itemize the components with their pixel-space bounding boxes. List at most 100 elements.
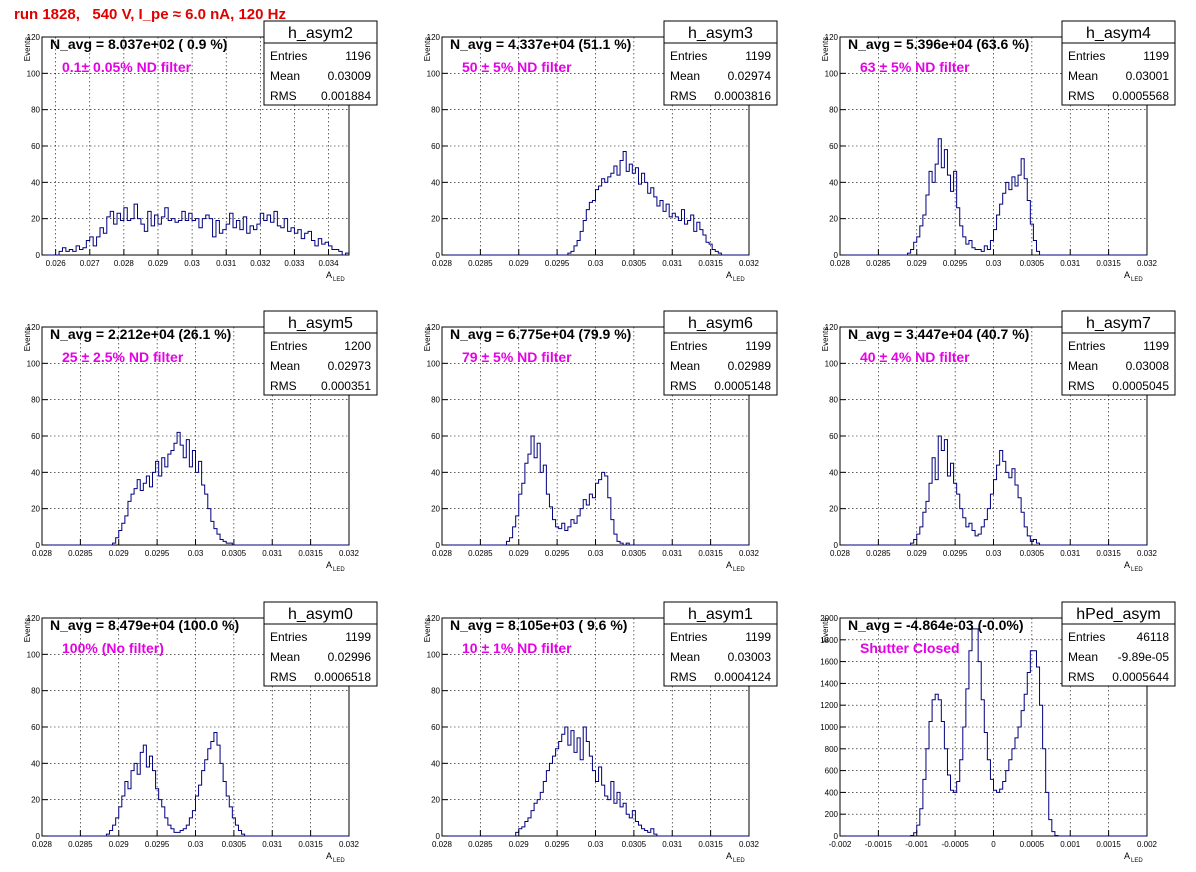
x-tick-label: -0.0005: [942, 840, 970, 849]
stats-row-value: 0.0004124: [714, 670, 771, 684]
y-tick-label: 100: [825, 359, 839, 368]
y-tick-label: 120: [427, 323, 441, 332]
x-tick-label: 0.029: [509, 840, 530, 849]
stats-row-value: -9.89e-05: [1118, 650, 1170, 664]
x-tick-label: 0.0295: [943, 549, 968, 558]
stats-title: h_asym0: [288, 606, 353, 623]
y-tick-label: 100: [427, 69, 441, 78]
y-axis-label: Events: [23, 37, 32, 61]
stats-row-value: 0.03003: [728, 650, 772, 664]
x-tick-label: 0.0315: [698, 549, 723, 558]
y-tick-label: 0: [36, 251, 41, 260]
stats-box: [263, 20, 378, 106]
y-tick-label: 20: [431, 505, 440, 514]
y-tick-label: 40: [31, 759, 40, 768]
y-tick-label: 20: [31, 215, 40, 224]
x-tick-label: 0.029: [509, 549, 530, 558]
histogram-series: [42, 731, 349, 837]
stats-row-label: Entries: [1068, 49, 1105, 63]
stats-row-value: 0.03009: [328, 69, 372, 83]
x-axis-label: A: [1124, 851, 1130, 861]
x-tick-label: 0.0285: [468, 259, 493, 268]
y-tick-label: 120: [27, 33, 41, 42]
stats-row-value: 0.0005568: [1112, 89, 1169, 103]
x-tick-label: 0.032: [339, 840, 360, 849]
y-tick-label: 0: [436, 832, 441, 841]
page-title: run 1828, 540 V, I_pe ≈ 6.0 nA, 120 Hz: [14, 6, 286, 23]
y-tick-label: 800: [825, 745, 839, 754]
y-axis-label: Events: [23, 618, 32, 642]
stats-row-label: Entries: [670, 630, 707, 644]
x-tick-label: 0.0315: [698, 840, 723, 849]
x-tick-label: 0.031: [662, 259, 683, 268]
y-tick-label: 1000: [820, 723, 838, 732]
x-axis-label: A: [326, 270, 332, 280]
stats-row-label: RMS: [270, 670, 297, 684]
y-tick-label: 40: [829, 178, 838, 187]
chart-h_asym2: 0.026 0.027 0.028 0.029 0.03 0.031 0.032 0.033 0…: [23, 20, 378, 283]
chart-h_asym5: 0.028 0.0285 0.029 0.0295 0.03 0.0305 0.031 0.0…: [23, 310, 378, 573]
stats-box: [263, 601, 378, 687]
stats-row-label: Entries: [1068, 630, 1105, 644]
stats-box: [263, 310, 378, 396]
x-tick-label: 0.032: [1137, 549, 1158, 558]
y-tick-label: 120: [427, 33, 441, 42]
histogram-series: [840, 138, 1147, 256]
x-axis-label: A: [726, 560, 732, 570]
stats-row-label: Mean: [270, 359, 300, 373]
y-tick-label: 20: [31, 505, 40, 514]
y-tick-label: 120: [427, 614, 441, 623]
x-tick-label: 0.032: [1137, 259, 1158, 268]
x-tick-label: 0.0305: [622, 549, 647, 558]
x-tick-label: 0.027: [80, 259, 101, 268]
x-tick-label: 0.028: [830, 259, 851, 268]
x-tick-label: 0.0015: [1096, 840, 1121, 849]
x-axis-label-subscript: LED: [733, 858, 745, 864]
stats-row-value: 0.03008: [1126, 359, 1170, 373]
y-tick-label: 400: [825, 788, 839, 797]
stats-row-label: RMS: [670, 670, 697, 684]
y-tick-label: 20: [829, 505, 838, 514]
y-tick-label: 60: [31, 142, 40, 151]
x-tick-label: -0.001: [905, 840, 928, 849]
x-tick-label: 0.0295: [545, 549, 570, 558]
x-tick-label: 0.032: [739, 259, 760, 268]
stats-row-label: RMS: [1068, 89, 1095, 103]
y-tick-label: 60: [829, 432, 838, 441]
stats-row-label: Mean: [1068, 650, 1098, 664]
y-tick-label: 0: [436, 541, 441, 550]
x-tick-label: 0.0295: [545, 840, 570, 849]
stats-row-value: 0.02989: [728, 359, 772, 373]
chart-h_asym6: 0.028 0.0285 0.029 0.0295 0.03 0.0305 0.031 0.0…: [423, 310, 778, 573]
chart-h_asym0: 0.028 0.0285 0.029 0.0295 0.03 0.0305 0.031 0.0…: [23, 601, 378, 864]
stats-title: h_asym6: [688, 315, 753, 332]
stats-row-value: 0.03001: [1126, 69, 1170, 83]
x-tick-label: 0.03: [188, 840, 204, 849]
stats-title: h_asym2: [288, 25, 353, 42]
stats-row-label: Mean: [1068, 359, 1098, 373]
stats-row-label: Mean: [1068, 69, 1098, 83]
filter-label: 63 ± 5% ND filter: [860, 59, 970, 75]
navg-label: N_avg = 5.396e+04 (63.6 %): [848, 36, 1029, 52]
filter-label: 10 ± 1% ND filter: [462, 640, 572, 656]
filter-label: 100% (No filter): [62, 640, 164, 656]
stats-row-label: Mean: [670, 69, 700, 83]
x-tick-label: 0.033: [284, 259, 305, 268]
stats-row-value: 0.000351: [321, 379, 371, 393]
x-tick-label: -0.0015: [865, 840, 893, 849]
stats-row-label: RMS: [1068, 670, 1095, 684]
stats-row-label: Entries: [1068, 339, 1105, 353]
stats-row-value: 0.0005045: [1112, 379, 1169, 393]
x-tick-label: 0: [991, 840, 996, 849]
x-tick-label: 0.028: [32, 840, 53, 849]
x-tick-label: 0.031: [262, 549, 283, 558]
filter-label: 40 ± 4% ND filter: [860, 349, 970, 365]
x-tick-label: 0.0295: [943, 259, 968, 268]
y-tick-label: 120: [825, 323, 839, 332]
stats-box: [663, 310, 778, 396]
x-tick-label: 0.031: [216, 259, 237, 268]
stats-row-label: Entries: [270, 49, 307, 63]
stats-row-value: 1199: [745, 339, 771, 353]
y-tick-label: 100: [427, 650, 441, 659]
y-tick-label: 100: [825, 69, 839, 78]
